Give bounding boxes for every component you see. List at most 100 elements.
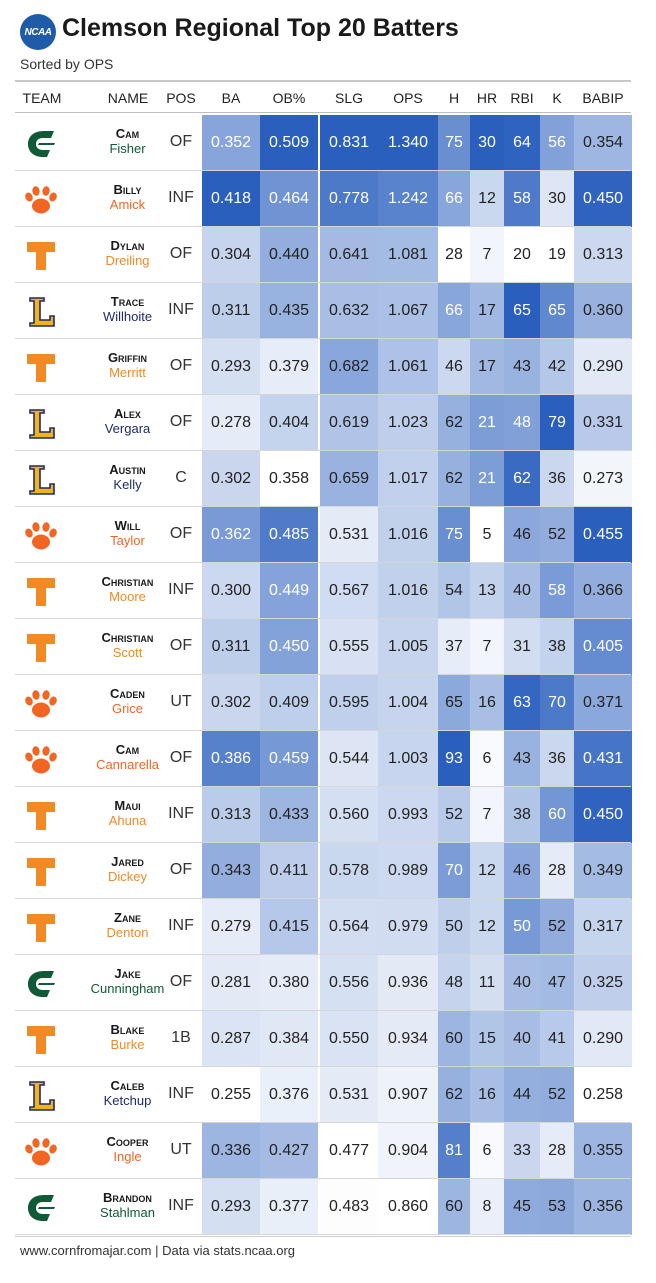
cell-obp: 0.380 (260, 955, 318, 1011)
cell-babip: 0.405 (574, 619, 632, 675)
cell-hr: 17 (470, 283, 504, 339)
cell-ops: 1.023 (378, 395, 438, 451)
cell-h: 93 (438, 731, 470, 787)
cell-babip: 0.273 (574, 451, 632, 507)
clemson-paw-icon (22, 184, 60, 216)
player-last-name: Ketchup (103, 1093, 152, 1108)
cell-ops: 0.904 (378, 1123, 438, 1179)
player-name: Alex Vergara (70, 406, 185, 436)
col-header-pos: POS (166, 90, 196, 106)
row-divider (15, 562, 631, 563)
cell-obp: 0.449 (260, 563, 318, 619)
cell-hr: 6 (470, 1123, 504, 1179)
player-first-name: Trace (110, 294, 145, 309)
row-divider (15, 1066, 631, 1067)
cell-pos: INF (168, 301, 194, 318)
player-last-name: Fisher (109, 141, 146, 156)
player-last-name: Ahuna (108, 813, 147, 828)
player-first-name: Alex (114, 406, 141, 421)
cell-h: 62 (438, 451, 470, 507)
cell-rbi: 43 (504, 731, 540, 787)
cell-ba: 0.287 (202, 1011, 260, 1067)
row-divider (15, 842, 631, 843)
page-subtitle: Sorted by OPS (20, 56, 114, 72)
player-first-name: Austin (109, 462, 146, 477)
row-divider (15, 730, 631, 731)
cell-slg: 0.659 (320, 451, 378, 507)
cell-ba: 0.302 (202, 675, 260, 731)
table-row: Christian Scott OF 0.311 0.450 0.555 1.005 37 7 3… (0, 619, 656, 675)
player-name: Brandon Stahlman (70, 1190, 185, 1220)
cell-h: 52 (438, 787, 470, 843)
cell-rbi: 46 (504, 843, 540, 899)
cell-hr: 11 (470, 955, 504, 1011)
cell-rbi: 63 (504, 675, 540, 731)
cell-ops: 0.993 (378, 787, 438, 843)
player-name: Blake Burke (70, 1022, 185, 1052)
table-row: Blake Burke 1B 0.287 0.384 0.550 0.934 60 15 40 41… (0, 1011, 656, 1067)
cell-obp: 0.358 (260, 451, 318, 507)
footer-credit: www.cornfromajar.com | Data via stats.nc… (20, 1243, 296, 1258)
cell-obp: 0.379 (260, 339, 318, 395)
cell-rbi: 45 (504, 1179, 540, 1235)
cell-rbi: 62 (504, 451, 540, 507)
cell-babip: 0.356 (574, 1179, 632, 1235)
cell-ba: 0.311 (202, 619, 260, 675)
cell-rbi: 58 (504, 171, 540, 227)
cell-obp: 0.435 (260, 283, 318, 339)
cell-obp: 0.485 (260, 507, 318, 563)
player-first-name: Billy (113, 182, 142, 197)
cell-obp: 0.376 (260, 1067, 318, 1123)
tennessee-t-icon (22, 856, 60, 888)
cell-k: 56 (540, 115, 574, 171)
cell-rbi: 43 (504, 339, 540, 395)
cell-pos: OF (169, 245, 193, 262)
cell-h: 66 (438, 171, 470, 227)
cell-h: 60 (438, 1011, 470, 1067)
player-name: Caden Grice (70, 686, 185, 716)
cell-h: 70 (438, 843, 470, 899)
cell-obp: 0.384 (260, 1011, 318, 1067)
lipscomb-l-icon (22, 1080, 60, 1112)
tennessee-t-icon (22, 912, 60, 944)
cell-k: 28 (540, 1123, 574, 1179)
cell-ops: 1.017 (378, 451, 438, 507)
player-name: Zane Denton (70, 910, 185, 940)
player-first-name: Cam (115, 126, 140, 141)
table-row: Jake Cunningham OF 0.281 0.380 0.556 0.936 48 11… (0, 955, 656, 1011)
table-row: Cooper Ingle UT 0.336 0.427 0.477 0.904 81 6 33 28… (0, 1123, 656, 1179)
cell-k: 52 (540, 1067, 574, 1123)
cell-ops: 1.242 (378, 171, 438, 227)
charlotte-c-icon (22, 128, 60, 160)
row-divider (15, 170, 631, 171)
cell-rbi: 48 (504, 395, 540, 451)
player-first-name: Jared (111, 854, 144, 869)
cell-obp: 0.411 (260, 843, 318, 899)
cell-slg: 0.544 (320, 731, 378, 787)
header-divider (15, 112, 631, 113)
cell-slg: 0.567 (320, 563, 378, 619)
lipscomb-l-icon (22, 464, 60, 496)
cell-slg: 0.619 (320, 395, 378, 451)
player-last-name: Cannarella (96, 757, 159, 772)
cell-pos: INF (168, 1085, 194, 1102)
player-first-name: Jake (114, 966, 141, 981)
player-first-name: Blake (110, 1022, 145, 1037)
cell-ba: 0.302 (202, 451, 260, 507)
cell-obp: 0.459 (260, 731, 318, 787)
cell-hr: 7 (470, 787, 504, 843)
cell-k: 53 (540, 1179, 574, 1235)
cell-h: 46 (438, 339, 470, 395)
table-row: Griffin Merritt OF 0.293 0.379 0.682 1.061 46 17… (0, 339, 656, 395)
col-header-obp: OB% (272, 90, 306, 106)
cell-k: 42 (540, 339, 574, 395)
table-row: Cam Fisher OF 0.352 0.509 0.831 1.340 75 30 64 56 0… (0, 115, 656, 171)
cell-rbi: 31 (504, 619, 540, 675)
col-header-ba: BA (221, 90, 241, 106)
player-name: Maui Ahuna (70, 798, 185, 828)
tennessee-t-icon (22, 800, 60, 832)
cell-pos: OF (169, 357, 193, 374)
cell-ba: 0.386 (202, 731, 260, 787)
cell-slg: 0.556 (320, 955, 378, 1011)
cell-babip: 0.331 (574, 395, 632, 451)
